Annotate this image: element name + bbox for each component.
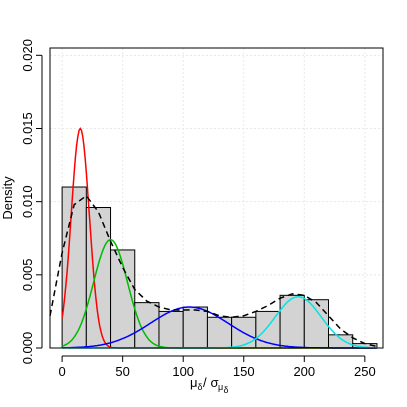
x-title-numerator: μ — [190, 375, 198, 390]
x-title-denominator-subsubscript: δ — [224, 385, 229, 395]
x-title-numerator-subscript: δ — [198, 382, 203, 392]
y-tick-label: 0.020 — [20, 39, 35, 72]
x-tick-label: 150 — [233, 364, 255, 379]
density-estimate-curve — [49, 194, 378, 348]
x-tick-label: 200 — [293, 364, 315, 379]
x-axis-title: μ δ / σ μ δ — [190, 375, 229, 395]
x-title-slash: / — [203, 375, 207, 390]
x-tick-label: 250 — [354, 364, 376, 379]
y-axis-title: Density — [0, 176, 15, 220]
axes: 0 50 100 150 200 250 0.000 0.005 0.010 0.015 0.020 — [20, 39, 376, 379]
histogram-bar — [206, 316, 233, 349]
plot-frame — [49, 47, 384, 349]
y-tick-label: 0.015 — [20, 112, 35, 145]
histogram-bar — [158, 310, 184, 349]
y-tick-label: 0.010 — [20, 185, 35, 218]
x-title-denominator: σ — [211, 375, 219, 390]
x-tick-label: 100 — [172, 364, 194, 379]
x-tick-label: 0 — [58, 364, 65, 379]
x-title-denominator-subscript: μ — [218, 382, 223, 392]
y-tick-label: 0.005 — [20, 259, 35, 292]
histogram-bar — [255, 310, 281, 349]
x-tick-label: 50 — [115, 364, 129, 379]
y-tick-label: 0.000 — [20, 332, 35, 365]
histogram-bar — [279, 294, 305, 349]
histogram-bars — [61, 186, 378, 349]
histogram-bar — [328, 334, 354, 349]
histogram-bar — [61, 186, 87, 349]
histogram-bar — [303, 299, 330, 349]
histogram-bar — [182, 306, 208, 349]
